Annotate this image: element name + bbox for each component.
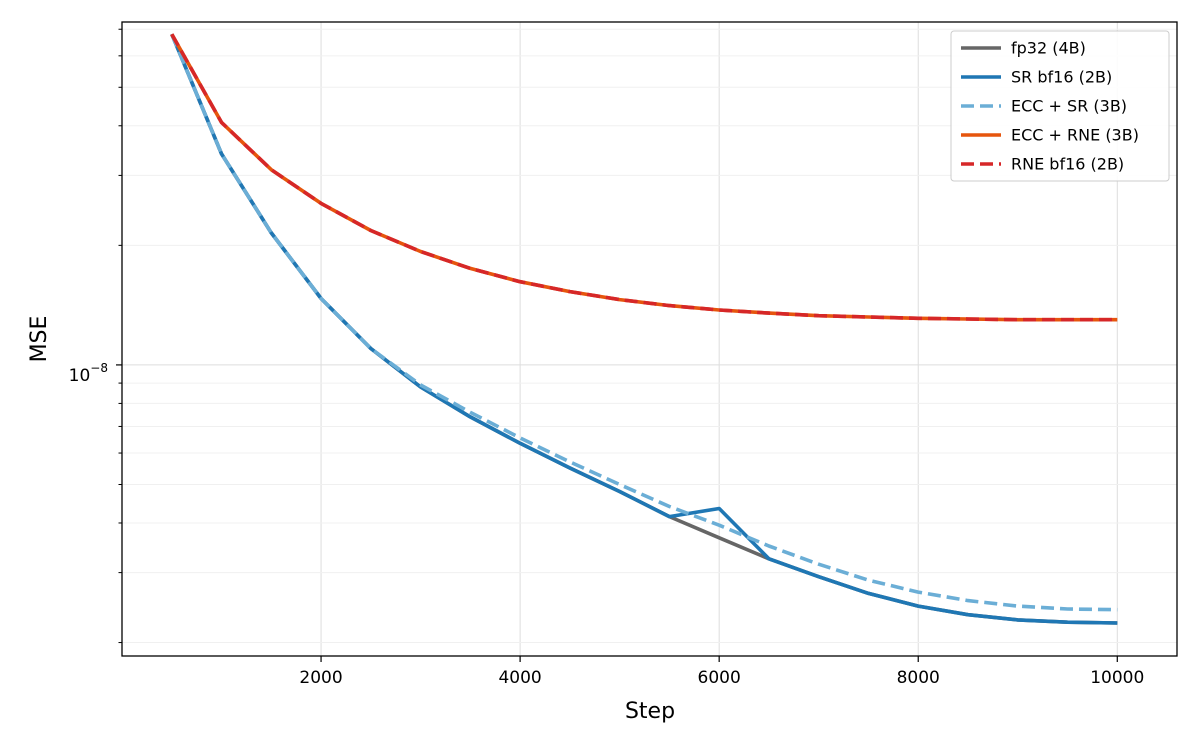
y-axis-ticks (116, 28, 122, 644)
legend-label: fp32 (4B) (1011, 39, 1086, 58)
series-line (170, 33, 1118, 625)
x-tick-label: 8000 (897, 668, 940, 688)
legend: fp32 (4B) SR bf16 (2B) ECC + SR (3B) ECC + … (950, 30, 1170, 182)
x-tick-label: 6000 (698, 668, 741, 688)
legend-items: fp32 (4B) SR bf16 (2B) ECC + SR (3B) ECC + … (961, 39, 1139, 174)
x-tick-label: 10000 (1090, 668, 1144, 688)
legend-label: RNE bf16 (2B) (1011, 155, 1124, 174)
x-axis-ticks: 2000 4000 6000 8000 10000 (299, 656, 1144, 688)
x-tick-label: 2000 (299, 668, 342, 688)
y-axis-title: MSE (27, 316, 52, 363)
legend-label: ECC + SR (3B) (1011, 97, 1127, 116)
legend-box (950, 30, 1170, 182)
x-tick-label: 4000 (498, 668, 541, 688)
series-line (170, 33, 1118, 612)
grid-lines (122, 22, 1177, 656)
series-line (170, 33, 1118, 322)
legend-label: ECC + RNE (3B) (1011, 126, 1139, 145)
y-tick-label-exponent: −8 (90, 361, 108, 375)
y-tick-label-major: 10−8 (69, 361, 108, 386)
plot-area-frame (121, 21, 1178, 657)
x-axis-title: Step (625, 699, 675, 724)
series-lines (170, 33, 1118, 625)
legend-label: SR bf16 (2B) (1011, 68, 1112, 87)
